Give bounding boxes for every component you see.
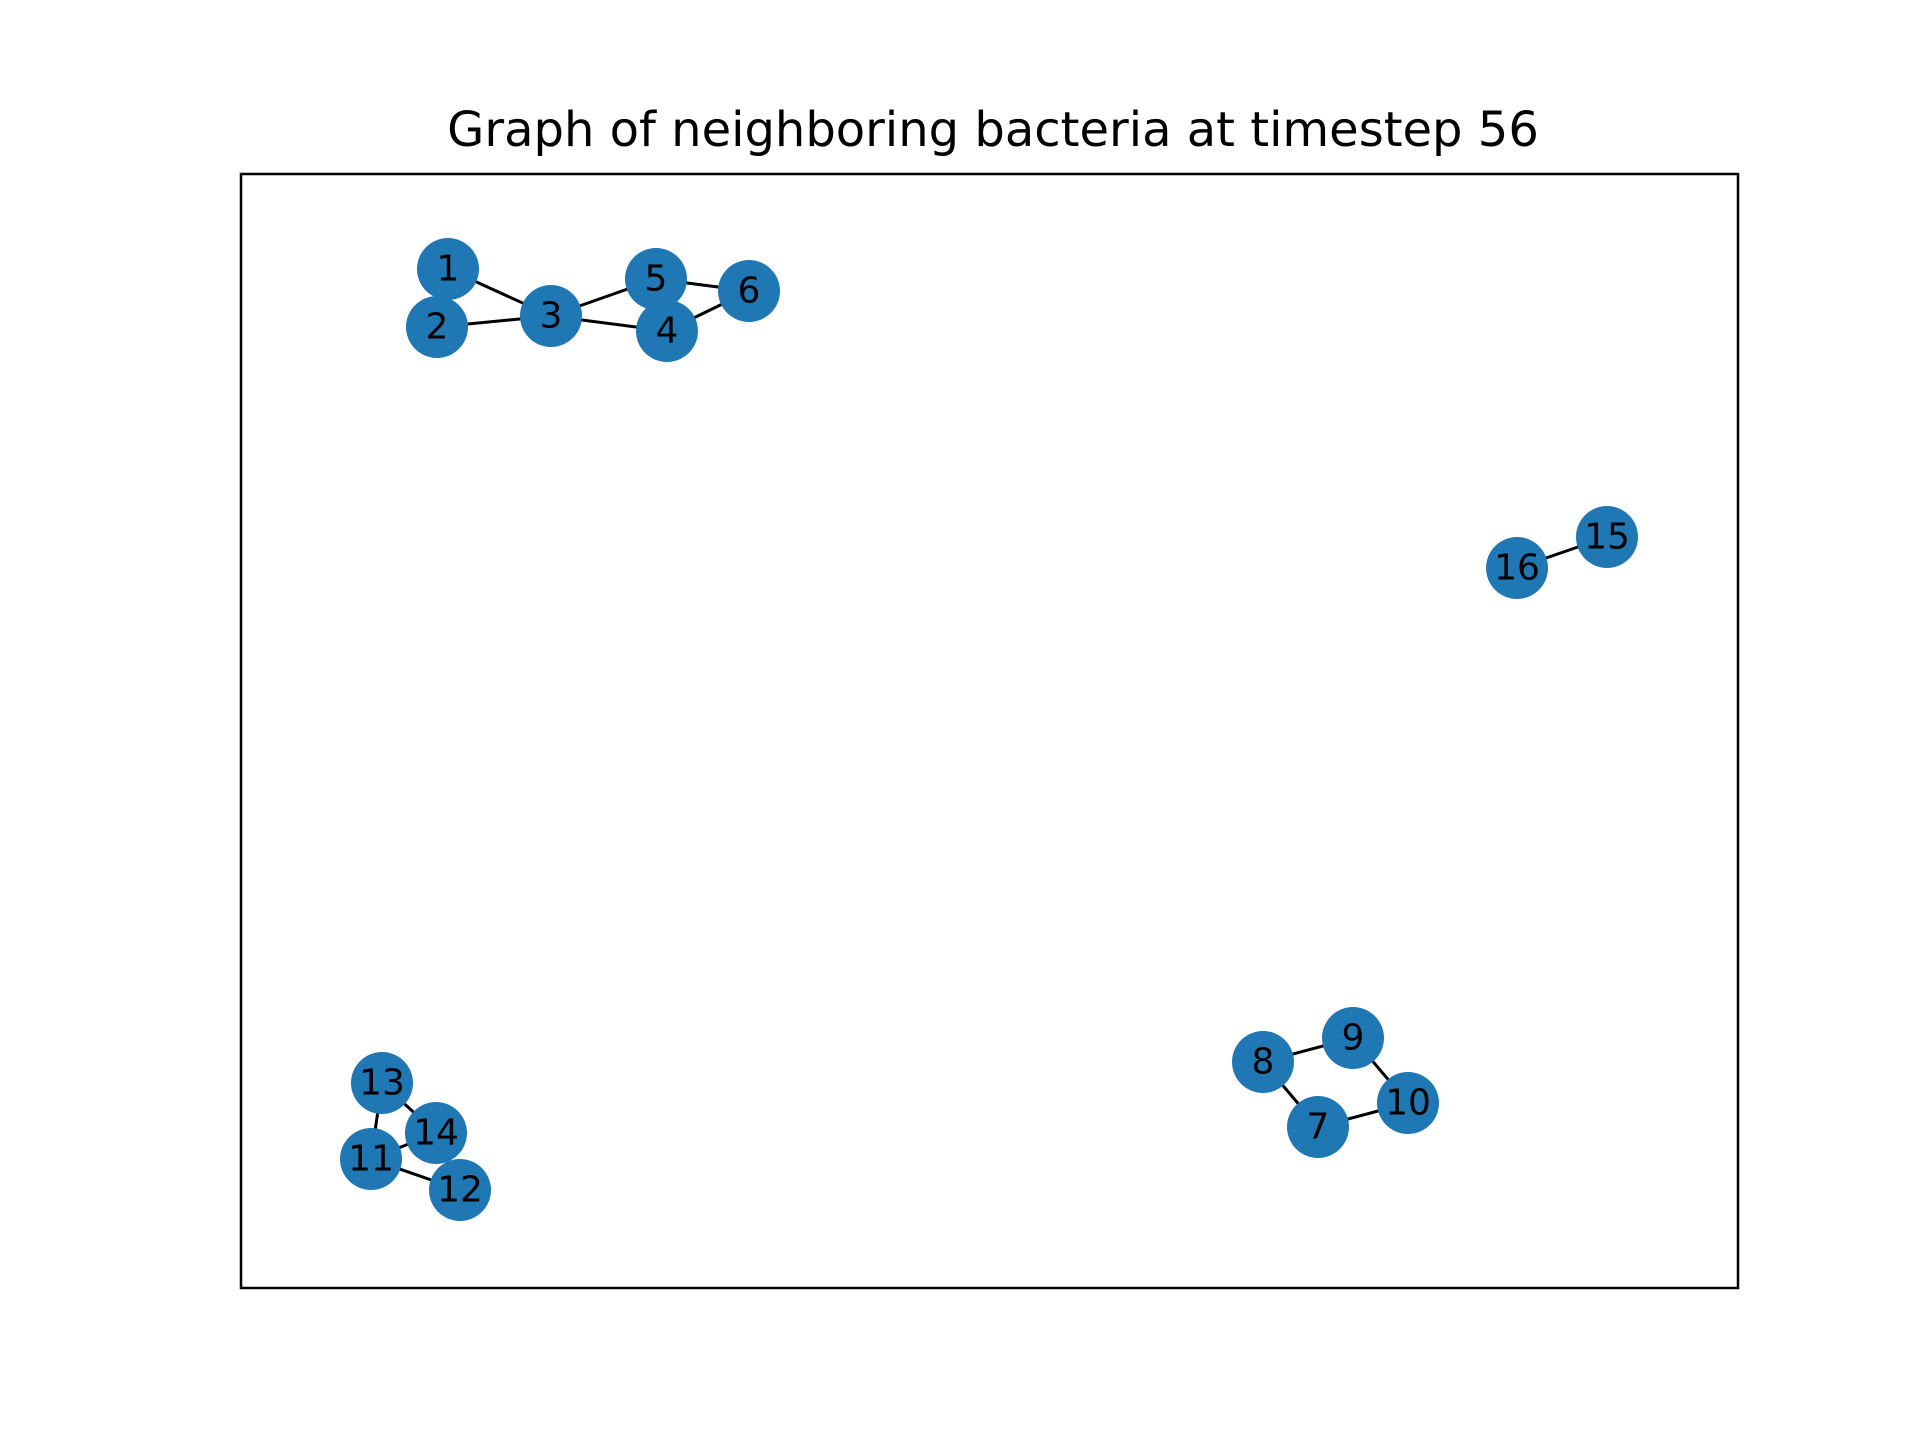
node-label-5: 5 — [645, 259, 668, 300]
node-7: 7 — [1287, 1096, 1349, 1158]
node-label-9: 9 — [1342, 1018, 1365, 1059]
node-circle-13 — [351, 1052, 413, 1114]
node-4: 4 — [636, 300, 698, 362]
node-5: 5 — [625, 248, 687, 310]
node-circle-1 — [417, 238, 479, 300]
node-circle-12 — [429, 1159, 491, 1221]
chart-title: Graph of neighboring bacteria at timeste… — [447, 102, 1539, 158]
node-8: 8 — [1232, 1031, 1294, 1093]
node-14: 14 — [405, 1102, 467, 1164]
node-label-10: 10 — [1385, 1083, 1431, 1124]
node-11: 11 — [340, 1128, 402, 1190]
node-circle-6 — [718, 260, 780, 322]
node-13: 13 — [351, 1052, 413, 1114]
node-label-16: 16 — [1494, 548, 1540, 589]
node-label-11: 11 — [348, 1139, 394, 1180]
node-circle-10 — [1377, 1072, 1439, 1134]
node-circle-2 — [406, 296, 468, 358]
node-circle-9 — [1322, 1007, 1384, 1069]
node-15: 15 — [1576, 506, 1638, 568]
node-label-6: 6 — [738, 271, 761, 312]
node-label-3: 3 — [540, 296, 563, 337]
node-circle-5 — [625, 248, 687, 310]
node-circle-8 — [1232, 1031, 1294, 1093]
node-circle-11 — [340, 1128, 402, 1190]
node-label-1: 1 — [437, 249, 460, 290]
node-label-15: 15 — [1584, 517, 1630, 558]
node-3: 3 — [520, 285, 582, 347]
node-label-4: 4 — [656, 311, 679, 352]
node-label-8: 8 — [1252, 1042, 1275, 1083]
node-label-13: 13 — [359, 1063, 405, 1104]
node-label-12: 12 — [437, 1170, 483, 1211]
node-circle-7 — [1287, 1096, 1349, 1158]
node-circle-3 — [520, 285, 582, 347]
node-1: 1 — [417, 238, 479, 300]
node-10: 10 — [1377, 1072, 1439, 1134]
node-circle-16 — [1486, 537, 1548, 599]
node-circle-15 — [1576, 506, 1638, 568]
node-2: 2 — [406, 296, 468, 358]
node-circle-4 — [636, 300, 698, 362]
node-9: 9 — [1322, 1007, 1384, 1069]
node-6: 6 — [718, 260, 780, 322]
node-label-7: 7 — [1307, 1107, 1330, 1148]
node-label-14: 14 — [413, 1113, 459, 1154]
node-12: 12 — [429, 1159, 491, 1221]
plot-frame — [239, 172, 1740, 1290]
node-label-2: 2 — [426, 307, 449, 348]
node-circle-14 — [405, 1102, 467, 1164]
node-16: 16 — [1486, 537, 1548, 599]
